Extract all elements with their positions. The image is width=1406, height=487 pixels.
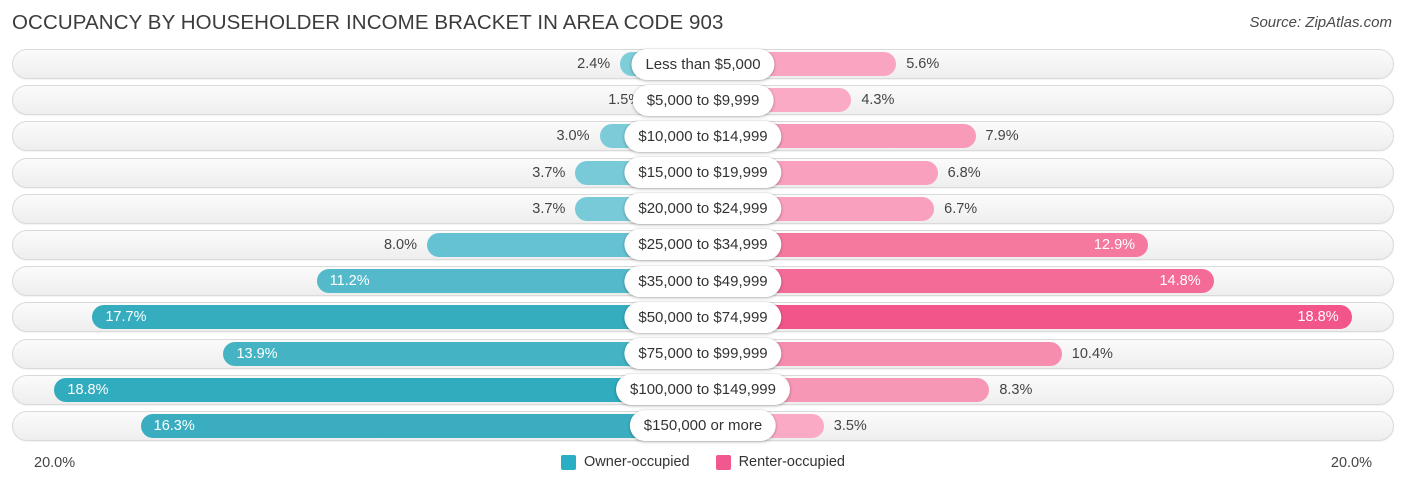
- owner-occupied-value: 8.0%: [383, 236, 417, 253]
- owner-occupied-value: 1.5%: [608, 92, 642, 109]
- owner-occupied-value: 3.0%: [556, 128, 590, 145]
- chart-row: 17.7% 18.8% $50,000 to $74,999: [0, 299, 1406, 335]
- renter-occupied-value: 14.8%: [1159, 273, 1201, 290]
- legend-item[interactable]: Owner-occupied: [561, 454, 690, 470]
- renter-occupied-value: 7.9%: [985, 128, 1019, 145]
- owner-occupied-value: 16.3%: [153, 417, 195, 434]
- legend-swatch-icon: [561, 454, 576, 470]
- category-label-pill: Less than $5,000: [631, 48, 775, 80]
- renter-occupied-bar: [703, 269, 1214, 294]
- legend-swatch-icon: [715, 454, 731, 470]
- category-label-pill: $10,000 to $14,999: [624, 120, 782, 152]
- renter-occupied-value: 6.8%: [947, 164, 981, 181]
- renter-occupied-bar: [703, 305, 1352, 330]
- category-label-pill: $5,000 to $9,999: [632, 84, 774, 116]
- owner-occupied-bar: [54, 377, 703, 402]
- page-title: OCCUPANCY BY HOUSEHOLDER INCOME BRACKET …: [12, 11, 724, 34]
- axis-label-left: 20.0%: [34, 455, 76, 471]
- renter-occupied-value: 5.6%: [906, 56, 940, 72]
- chart-row: 18.8% 8.3% $100,000 to $149,999: [0, 372, 1406, 408]
- renter-occupied-value: 18.8%: [1297, 309, 1339, 326]
- owner-occupied-bar: [140, 413, 703, 438]
- chart-row: 16.3% 3.5% $150,000 or more: [0, 408, 1406, 444]
- chart-header: OCCUPANCY BY HOUSEHOLDER INCOME BRACKET …: [0, 0, 1406, 46]
- category-label-pill: $15,000 to $19,999: [624, 157, 782, 189]
- owner-occupied-value: 17.7%: [105, 309, 147, 326]
- category-label-pill: $20,000 to $24,999: [624, 193, 782, 225]
- owner-occupied-value: 2.4%: [577, 56, 611, 72]
- renter-occupied-value: 6.7%: [944, 200, 978, 217]
- owner-occupied-value: 11.2%: [329, 273, 370, 290]
- chart-footer: 20.0% 20.0% Owner-occupied Renter-occupie…: [0, 446, 1406, 487]
- chart-row: 2.4% 5.6% Less than $5,000: [0, 46, 1406, 82]
- owner-occupied-value: 3.7%: [532, 200, 566, 217]
- chart-row: 1.5% 4.3% $5,000 to $9,999: [0, 82, 1406, 118]
- category-label-pill: $100,000 to $149,999: [616, 374, 790, 406]
- renter-occupied-value: 8.3%: [999, 381, 1033, 398]
- legend-label: Renter-occupied: [738, 454, 845, 470]
- category-label-pill: $150,000 or more: [629, 410, 777, 442]
- category-label-pill: $35,000 to $49,999: [624, 265, 782, 297]
- chart-row: 13.9% 10.4% $75,000 to $99,999: [0, 336, 1406, 372]
- category-label-pill: $25,000 to $34,999: [624, 229, 782, 261]
- owner-occupied-bar: [92, 305, 703, 330]
- renter-occupied-value: 3.5%: [833, 417, 867, 434]
- source-attribution: Source: ZipAtlas.com: [1249, 14, 1392, 31]
- chart-row: 3.0% 7.9% $10,000 to $14,999: [0, 118, 1406, 154]
- chart-plot-area: 2.4% 5.6% Less than $5,000 1.5% 4.3% $5,000 t…: [0, 46, 1406, 446]
- owner-occupied-bar: [223, 341, 703, 366]
- owner-occupied-value: 3.7%: [532, 164, 566, 181]
- renter-occupied-value: 4.3%: [861, 92, 895, 109]
- chart-row: 11.2% 14.8% $35,000 to $49,999: [0, 263, 1406, 299]
- chart-row: 3.7% 6.8% $15,000 to $19,999: [0, 155, 1406, 191]
- owner-occupied-value: 18.8%: [67, 381, 109, 398]
- chart-legend: Owner-occupied Renter-occupied: [0, 454, 1406, 470]
- renter-occupied-value: 12.9%: [1093, 236, 1136, 253]
- owner-occupied-value: 13.9%: [236, 345, 278, 362]
- legend-item[interactable]: Renter-occupied: [715, 454, 845, 470]
- chart-row: 3.7% 6.7% $20,000 to $24,999: [0, 191, 1406, 227]
- axis-label-right: 20.0%: [1330, 455, 1372, 471]
- chart-row: 8.0% 12.9% $25,000 to $34,999: [0, 227, 1406, 263]
- category-label-pill: $50,000 to $74,999: [624, 301, 782, 333]
- renter-occupied-value: 10.4%: [1071, 345, 1113, 362]
- category-label-pill: $75,000 to $99,999: [624, 338, 782, 369]
- legend-label: Owner-occupied: [584, 454, 690, 470]
